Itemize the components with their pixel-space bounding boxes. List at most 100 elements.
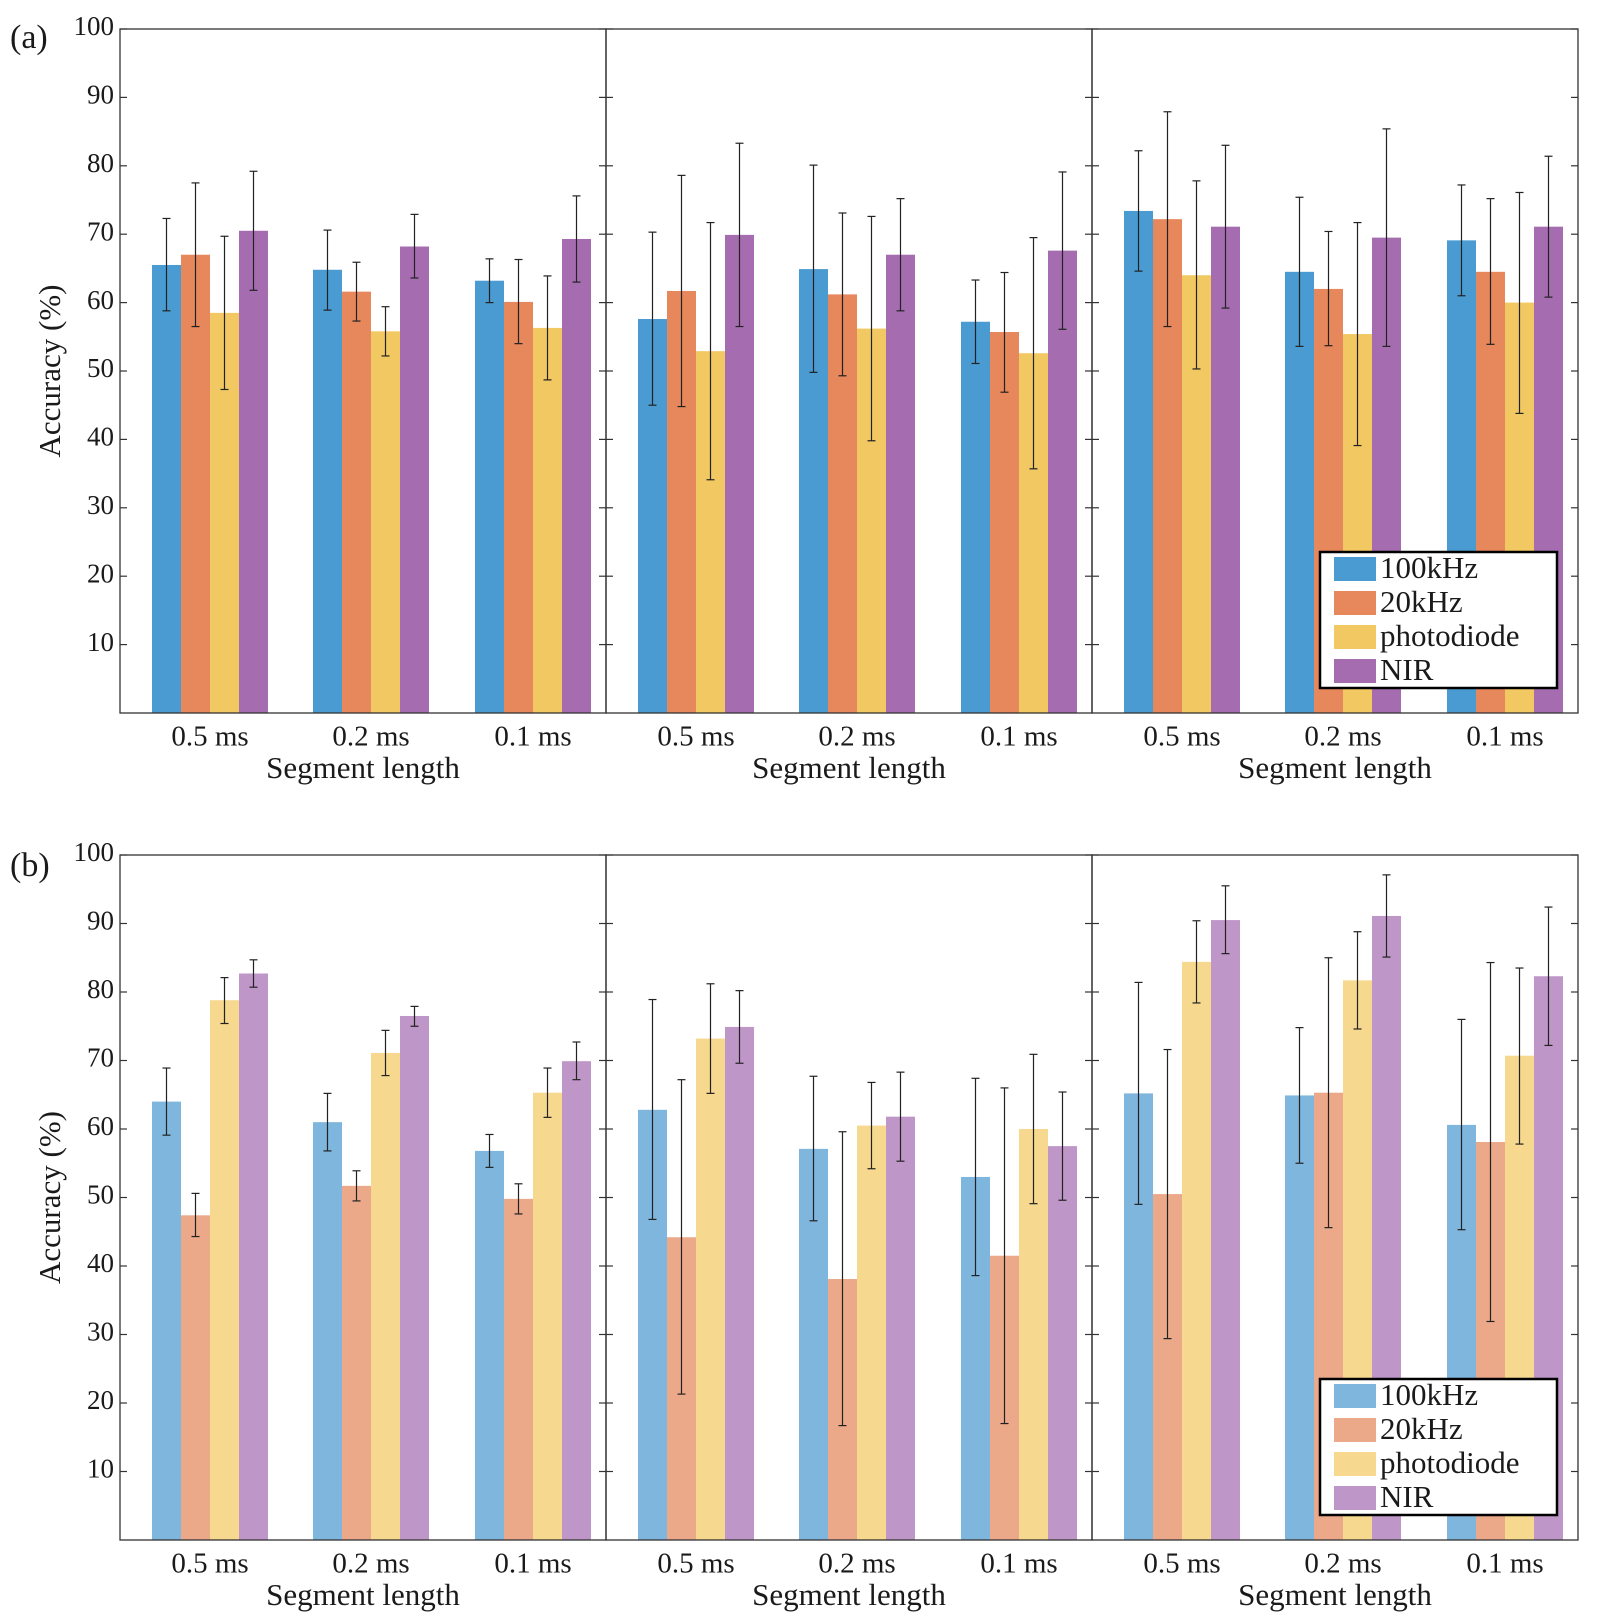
y-axis-title: Accuracy (%) <box>32 1111 67 1284</box>
x-axis-title: Segment length <box>1238 750 1432 785</box>
y-axis-title: Accuracy (%) <box>32 285 67 458</box>
bar-100khz <box>1124 211 1153 713</box>
bar-20khz <box>342 1186 371 1540</box>
x-tick-label: 0.2 ms <box>332 721 409 753</box>
x-tick-label: 0.1 ms <box>980 1548 1057 1580</box>
bar-photodiode <box>696 1039 725 1540</box>
panel-label: (b) <box>10 847 50 884</box>
y-tick-label: 70 <box>87 216 114 246</box>
bar-nir <box>562 239 591 713</box>
y-tick-label: 10 <box>87 1454 114 1484</box>
legend-swatch-photodiode <box>1334 625 1376 649</box>
legend-label: 100kHz <box>1380 1377 1478 1412</box>
x-tick-label: 0.1 ms <box>494 1548 571 1580</box>
y-tick-label: 40 <box>87 1248 114 1278</box>
y-tick-label: 90 <box>87 906 114 936</box>
bar-nir <box>239 974 268 1540</box>
bar-nir <box>400 1016 429 1540</box>
y-tick-label: 20 <box>87 1385 114 1415</box>
x-tick-label: 0.1 ms <box>980 721 1057 753</box>
y-tick-label: 80 <box>87 974 114 1004</box>
x-tick-label: 0.2 ms <box>1304 1548 1381 1580</box>
x-tick-label: 0.5 ms <box>1143 721 1220 753</box>
panel-b: (b) 10 20 30 40 50 60 70 80 90 100 Accuracy (%) 0.5 … <box>10 837 1578 1612</box>
bar-100khz <box>961 322 990 713</box>
subplot-1: 0.5 ms 0.2 ms 0.1 ms Segment length <box>120 855 606 1612</box>
figure-canvas: (a) 10 20 30 40 50 60 70 80 90 100 Accuracy (%) 0.5 … <box>0 0 1600 1622</box>
y-tick-label: 80 <box>87 148 114 178</box>
y-tick-label: 20 <box>87 558 114 588</box>
legend-label: photodiode <box>1380 1445 1520 1480</box>
y-tick-label: 10 <box>87 627 114 657</box>
x-axis-title: Segment length <box>266 750 460 785</box>
y-tick-label: 30 <box>87 490 114 520</box>
x-axis-title: Segment length <box>752 750 946 785</box>
legend-label: NIR <box>1380 1479 1434 1514</box>
x-tick-label: 0.1 ms <box>1466 1548 1543 1580</box>
y-tick-label: 40 <box>87 422 114 452</box>
bar-20khz <box>504 1199 533 1540</box>
subplot-2: 0.5 ms 0.2 ms 0.1 ms Segment length <box>606 29 1092 785</box>
x-tick-label: 0.5 ms <box>171 1548 248 1580</box>
bar-nir <box>1211 920 1240 1540</box>
x-tick-label: 0.2 ms <box>818 1548 895 1580</box>
y-tick-label: 30 <box>87 1317 114 1347</box>
y-tick-label: 60 <box>87 285 114 315</box>
y-tick-label: 50 <box>87 1180 114 1210</box>
bar-nir <box>725 1027 754 1540</box>
bar-photodiode <box>857 1126 886 1540</box>
bar-100khz <box>152 265 181 713</box>
y-tick-label: 100 <box>74 11 115 41</box>
x-axis-title: Segment length <box>1238 1577 1432 1612</box>
legend-label: 100kHz <box>1380 550 1478 585</box>
bar-photodiode <box>210 1000 239 1540</box>
legend-swatch-20khz <box>1334 591 1376 615</box>
y-tick-label: 50 <box>87 353 114 383</box>
bar-nir <box>886 255 915 713</box>
x-tick-label: 0.5 ms <box>657 1548 734 1580</box>
y-tick-label: 60 <box>87 1111 114 1141</box>
bar-photodiode <box>533 328 562 713</box>
bar-photodiode <box>1182 962 1211 1540</box>
x-tick-label: 0.5 ms <box>657 721 734 753</box>
bar-nir <box>1048 1146 1077 1540</box>
panel-a: (a) 10 20 30 40 50 60 70 80 90 100 Accuracy (%) 0.5 … <box>10 11 1578 785</box>
bar-100khz <box>313 1122 342 1540</box>
bar-100khz <box>475 281 504 713</box>
legend-swatch-20khz <box>1334 1418 1376 1442</box>
y-tick-label: 90 <box>87 80 114 110</box>
bar-100khz <box>475 1151 504 1540</box>
bar-nir <box>400 247 429 713</box>
bar-nir <box>886 1117 915 1540</box>
legend-swatch-photodiode <box>1334 1452 1376 1476</box>
x-axis-title: Segment length <box>752 1577 946 1612</box>
bar-nir <box>239 231 268 713</box>
legend: 100kHz20kHzphotodiodeNIR <box>1320 1377 1557 1515</box>
subplot-2: 0.5 ms 0.2 ms 0.1 ms Segment length <box>606 855 1092 1612</box>
legend-swatch-100khz <box>1334 557 1376 581</box>
legend-label: photodiode <box>1380 618 1520 653</box>
panel-label: (a) <box>10 19 48 56</box>
bar-nir <box>562 1061 591 1540</box>
bar-photodiode <box>533 1093 562 1540</box>
bar-20khz <box>504 302 533 713</box>
legend-swatch-nir <box>1334 659 1376 683</box>
y-tick-label: 100 <box>74 837 115 867</box>
legend-label: 20kHz <box>1380 584 1463 619</box>
subplot-3: 0.5 ms 0.2 ms 0.1 msSegment length100kHz20… <box>1092 855 1578 1612</box>
legend-swatch-100khz <box>1334 1384 1376 1408</box>
legend: 100kHz20kHzphotodiodeNIR <box>1320 550 1557 688</box>
y-tick-label: 70 <box>87 1043 114 1073</box>
bar-photodiode <box>371 1053 400 1540</box>
x-tick-label: 0.2 ms <box>818 721 895 753</box>
bar-20khz <box>342 292 371 713</box>
bar-photodiode <box>371 331 400 713</box>
legend-label: 20kHz <box>1380 1411 1463 1446</box>
x-tick-label: 0.1 ms <box>1466 721 1543 753</box>
x-axis-title: Segment length <box>266 1577 460 1612</box>
subplot-3: 0.5 ms 0.2 ms 0.1 ms Segment length 100kHz20… <box>1092 29 1578 785</box>
x-tick-label: 0.1 ms <box>494 721 571 753</box>
legend-swatch-nir <box>1334 1486 1376 1510</box>
bar-20khz <box>181 1215 210 1540</box>
x-tick-label: 0.2 ms <box>1304 721 1381 753</box>
